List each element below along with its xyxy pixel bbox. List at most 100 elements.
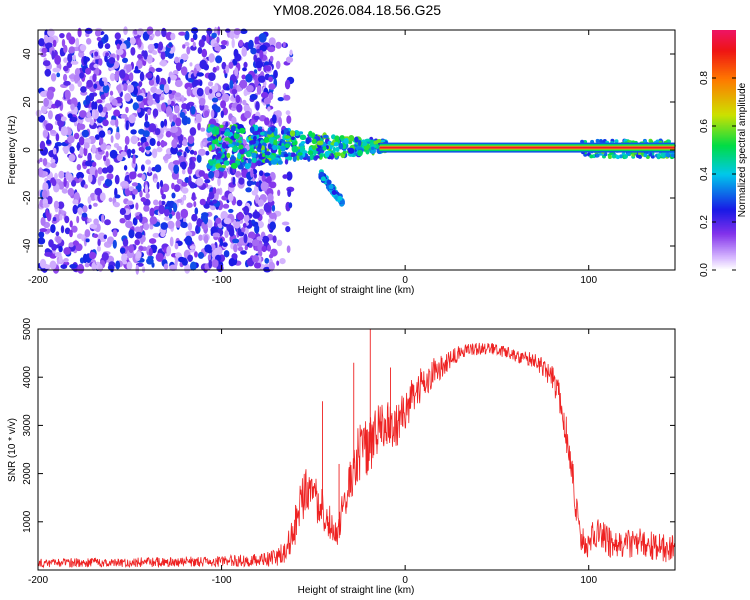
signal-cell xyxy=(314,155,321,159)
noise-cell xyxy=(79,110,87,118)
noise-cell xyxy=(210,109,215,119)
signal-cell xyxy=(370,146,375,150)
signal-cell xyxy=(311,138,317,145)
noise-cell xyxy=(67,113,73,119)
colorbar-cell xyxy=(712,38,736,41)
noise-cell xyxy=(253,69,258,74)
colorbar-cell xyxy=(712,128,736,131)
signal-cell xyxy=(216,152,222,159)
colorbar-cell xyxy=(712,226,736,229)
noise-cell xyxy=(250,168,254,178)
signal-cell xyxy=(300,141,306,144)
noise-cell xyxy=(238,177,245,185)
signal-cell xyxy=(299,145,304,153)
noise-cell xyxy=(98,175,105,181)
colorbar-cell xyxy=(712,118,736,121)
noise-cell xyxy=(59,33,65,39)
noise-cell xyxy=(80,86,87,93)
noise-cell xyxy=(68,153,76,162)
colorbar-cell xyxy=(712,100,736,103)
noise-cell xyxy=(103,34,109,43)
noise-cell xyxy=(278,116,282,127)
noise-cell xyxy=(252,254,260,263)
noise-cell xyxy=(94,187,103,196)
colorbar-cell xyxy=(712,144,736,147)
noise-cell xyxy=(98,264,103,273)
noise-cell xyxy=(156,181,160,190)
signal-cell xyxy=(338,142,344,150)
noise-cell xyxy=(248,39,254,50)
noise-cell xyxy=(282,41,286,48)
noise-cell xyxy=(267,193,274,203)
noise-cell xyxy=(228,61,234,69)
noise-cell xyxy=(103,155,107,162)
noise-cell xyxy=(104,43,111,50)
noise-cell xyxy=(85,160,93,167)
noise-cell xyxy=(154,30,161,37)
noise-cell xyxy=(85,95,91,105)
noise-cell xyxy=(180,221,188,229)
band-cell xyxy=(665,152,670,157)
noise-cell xyxy=(229,30,235,40)
noise-cell xyxy=(141,173,146,181)
noise-cell xyxy=(212,66,217,73)
colorbar-gradient xyxy=(712,30,736,271)
noise-cell xyxy=(58,245,63,253)
noise-cell xyxy=(258,75,266,83)
colorbar-cell xyxy=(712,140,736,143)
noise-cell xyxy=(256,85,262,95)
colorbar-cell xyxy=(712,248,736,251)
y-tick-label: 20 xyxy=(22,96,33,108)
noise-cell xyxy=(260,181,269,192)
noise-cell xyxy=(143,130,150,138)
signal-cell xyxy=(262,153,266,158)
colorbar-cell xyxy=(712,216,736,219)
noise-cell xyxy=(189,157,193,166)
signal-cell xyxy=(357,139,362,147)
noise-cell xyxy=(119,69,126,79)
signal-cell xyxy=(312,149,318,155)
noise-cell xyxy=(201,221,205,230)
carrier-core xyxy=(379,146,675,149)
noise-cell xyxy=(198,234,203,241)
noise-cell xyxy=(53,200,60,210)
noise-cell xyxy=(109,90,114,96)
noise-cell xyxy=(116,154,123,162)
noise-cell xyxy=(76,164,82,171)
noise-cell xyxy=(215,55,223,64)
noise-cell xyxy=(202,215,209,225)
signal-cell xyxy=(249,126,255,134)
noise-cell xyxy=(128,244,134,254)
noise-cell xyxy=(225,28,231,33)
noise-cell xyxy=(134,65,139,73)
noise-cell xyxy=(237,211,244,220)
colorbar-cell xyxy=(712,126,736,129)
signal-cell xyxy=(245,150,252,158)
noise-cell xyxy=(93,202,98,207)
noise-cell xyxy=(68,242,74,248)
noise-cell xyxy=(102,167,109,174)
signal-cell xyxy=(281,129,284,135)
noise-cell xyxy=(126,200,134,206)
signal-cell xyxy=(221,141,227,149)
noise-cell xyxy=(215,92,221,97)
noise-cell xyxy=(144,113,148,122)
noise-cell xyxy=(97,238,101,247)
noise-cell xyxy=(101,252,109,261)
noise-cell xyxy=(184,30,190,41)
noise-cell xyxy=(128,229,135,239)
noise-cell xyxy=(99,192,106,201)
colorbar-tick-label: 0.8 xyxy=(699,71,710,85)
noise-cell xyxy=(121,253,128,263)
noise-cell xyxy=(69,116,78,123)
signal-cell xyxy=(239,147,245,155)
noise-cell xyxy=(119,207,126,216)
noise-cell xyxy=(125,189,130,197)
noise-cell xyxy=(208,170,215,179)
colorbar-cell xyxy=(712,32,736,35)
noise-cell xyxy=(159,180,164,188)
noise-cell xyxy=(149,94,153,101)
noise-cell xyxy=(231,116,237,125)
noise-cell xyxy=(199,80,203,87)
noise-cell xyxy=(139,189,143,198)
